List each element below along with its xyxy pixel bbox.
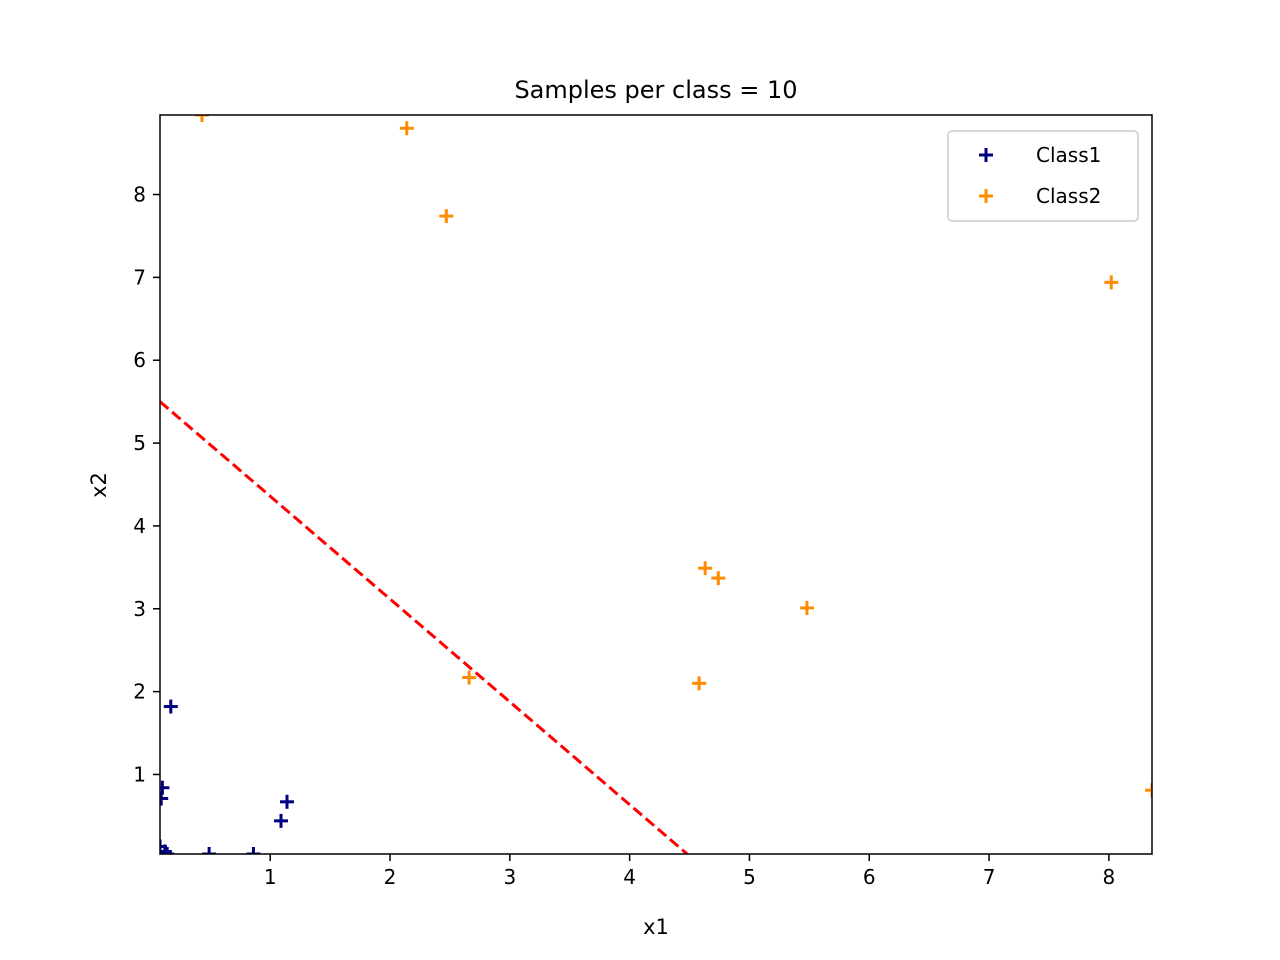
y-axis-label: x2 <box>87 472 111 498</box>
x-tick-label: 5 <box>743 865 756 889</box>
y-tick-label: 6 <box>133 348 146 372</box>
legend-label: Class2 <box>1036 184 1101 208</box>
point-class1 <box>160 791 169 806</box>
point-class1 <box>246 847 261 854</box>
point-class1 <box>202 847 217 854</box>
x-axis-label: x1 <box>643 915 669 939</box>
plot-area <box>160 115 1152 854</box>
x-tick-label: 8 <box>1103 865 1116 889</box>
point-class2 <box>692 676 707 691</box>
x-tick-label: 7 <box>983 865 996 889</box>
y-tick-label: 5 <box>133 431 146 455</box>
y-tick-label: 4 <box>133 514 146 538</box>
point-class2 <box>711 571 726 586</box>
y-tick-label: 2 <box>133 680 146 704</box>
y-tick-label: 1 <box>133 762 146 786</box>
x-axis-ticks: 1 2 3 4 5 6 7 8 <box>264 854 1115 889</box>
point-class2 <box>462 670 477 685</box>
point-class2 <box>698 561 713 576</box>
legend-entries: Class1 Class2 <box>979 143 1101 208</box>
point-class2 <box>194 115 209 122</box>
legend-box <box>947 130 1139 222</box>
x-tick-label: 3 <box>503 865 516 889</box>
point-class2 <box>1104 275 1119 290</box>
legend-marker-class1 <box>979 148 993 162</box>
legend-marker-class2 <box>979 189 993 203</box>
x-tick-label: 6 <box>863 865 876 889</box>
legend-label: Class1 <box>1036 143 1101 167</box>
x-tick-label: 4 <box>623 865 636 889</box>
x-tick-label: 2 <box>384 865 397 889</box>
decision-boundary-layer <box>160 400 689 854</box>
decision-boundary-line <box>160 400 689 854</box>
point-class2 <box>439 209 454 224</box>
point-class1 <box>163 699 178 714</box>
x-tick-label: 1 <box>264 865 277 889</box>
y-axis-ticks: 1 2 3 4 5 6 7 8 <box>133 183 160 786</box>
point-class2 <box>1145 783 1152 798</box>
point-class1 <box>279 794 294 809</box>
legend: Class1 Class2 <box>947 130 1139 222</box>
y-tick-label: 3 <box>133 597 146 621</box>
y-tick-label: 7 <box>133 265 146 289</box>
point-class1 <box>160 847 175 854</box>
point-class1 <box>274 813 289 828</box>
plot-frame <box>159 114 1153 855</box>
y-tick-label: 8 <box>133 183 146 207</box>
chart-title: Samples per class = 10 <box>514 76 797 104</box>
point-class2 <box>399 121 414 136</box>
point-class2 <box>799 600 814 615</box>
